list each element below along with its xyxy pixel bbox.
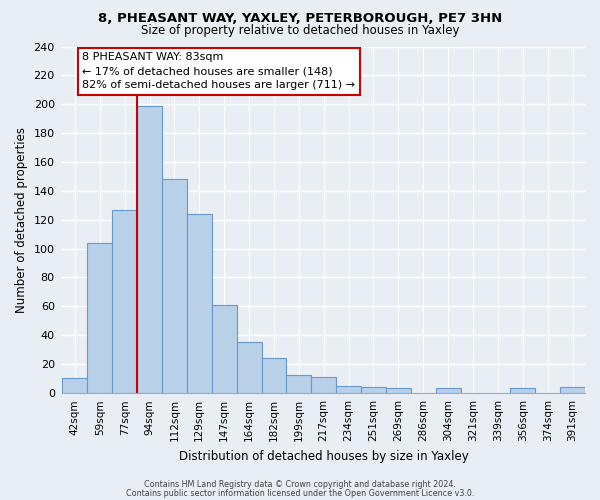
Bar xyxy=(236,342,262,393)
Bar xyxy=(212,305,236,393)
Bar xyxy=(336,386,361,393)
Bar xyxy=(88,242,112,393)
Bar xyxy=(286,376,311,393)
Bar xyxy=(162,179,187,393)
Bar xyxy=(511,388,535,393)
X-axis label: Distribution of detached houses by size in Yaxley: Distribution of detached houses by size … xyxy=(179,450,469,462)
Bar xyxy=(436,388,461,393)
Y-axis label: Number of detached properties: Number of detached properties xyxy=(15,126,28,312)
Text: Size of property relative to detached houses in Yaxley: Size of property relative to detached ho… xyxy=(141,24,459,37)
Text: 8 PHEASANT WAY: 83sqm
← 17% of detached houses are smaller (148)
82% of semi-det: 8 PHEASANT WAY: 83sqm ← 17% of detached … xyxy=(82,52,355,90)
Bar xyxy=(386,388,411,393)
Bar xyxy=(560,387,585,393)
Bar xyxy=(311,377,336,393)
Bar xyxy=(137,106,162,393)
Text: Contains HM Land Registry data © Crown copyright and database right 2024.: Contains HM Land Registry data © Crown c… xyxy=(144,480,456,489)
Bar xyxy=(262,358,286,393)
Bar xyxy=(62,378,88,393)
Bar xyxy=(361,387,386,393)
Bar xyxy=(112,210,137,393)
Bar xyxy=(187,214,212,393)
Text: 8, PHEASANT WAY, YAXLEY, PETERBOROUGH, PE7 3HN: 8, PHEASANT WAY, YAXLEY, PETERBOROUGH, P… xyxy=(98,12,502,26)
Text: Contains public sector information licensed under the Open Government Licence v3: Contains public sector information licen… xyxy=(126,488,474,498)
